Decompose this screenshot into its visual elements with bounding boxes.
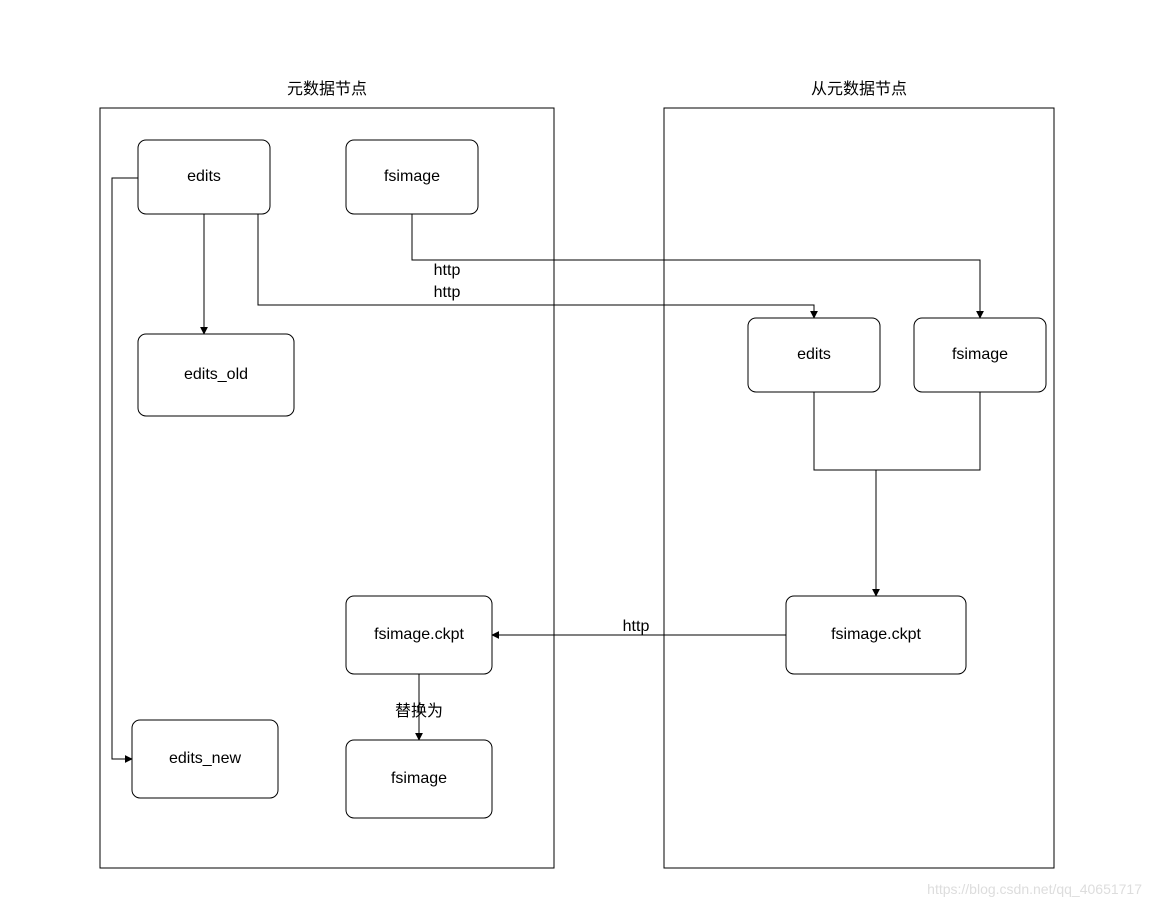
node-label-edits_r: edits — [797, 346, 831, 363]
edge-e8 — [112, 178, 138, 759]
node-label-fsimage_l: fsimage — [384, 168, 440, 185]
node-label-edits_l: edits — [187, 168, 221, 185]
node-label-fsimage_l2: fsimage — [391, 770, 447, 787]
node-label-ckpt_r: fsimage.ckpt — [831, 626, 921, 643]
node-label-edits_new: edits_new — [169, 750, 241, 767]
flowchart-canvas: 元数据节点 从元数据节点 http http http 替换为 edits fsimage ed… — [0, 0, 1152, 906]
edge-e4 — [814, 392, 876, 470]
container-right — [664, 108, 1054, 868]
container-title-left: 元数据节点 — [287, 80, 367, 98]
node-label-fsimage_r: fsimage — [952, 346, 1008, 363]
container-title-right: 从元数据节点 — [811, 80, 907, 98]
edge-label-e2: http — [434, 262, 461, 279]
watermark-text: https://blog.csdn.net/qq_40651717 — [927, 881, 1142, 897]
edge-e5 — [876, 392, 980, 596]
edge-e3 — [258, 282, 814, 318]
node-label-edits_old: edits_old — [184, 366, 248, 383]
edge-label-e3: http — [434, 284, 461, 301]
edge-label-e7: 替换为 — [395, 702, 443, 720]
node-label-ckpt_l: fsimage.ckpt — [374, 626, 464, 643]
edge-e2 — [412, 214, 980, 318]
edge-label-e6: http — [623, 618, 650, 635]
